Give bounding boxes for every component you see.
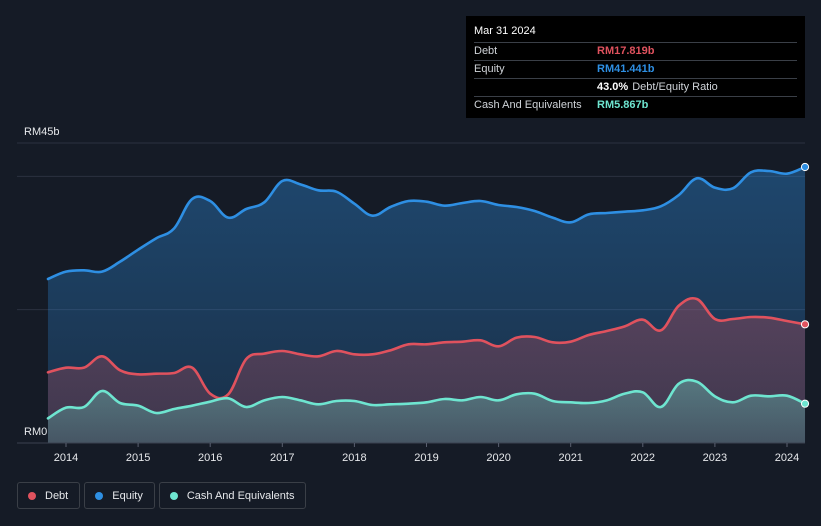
x-tick-label: 2014 xyxy=(54,452,78,464)
x-tick-label: 2018 xyxy=(342,452,366,464)
tooltip-row-ratio: 43.0% Debt/Equity Ratio xyxy=(474,78,797,96)
y-tick-label: RM45b xyxy=(24,126,59,138)
end-markers xyxy=(800,162,810,408)
cash-dot-icon xyxy=(169,491,178,500)
legend-label: Debt xyxy=(45,489,69,502)
x-tick-label: 2024 xyxy=(775,452,799,464)
y-tick-label: RM0 xyxy=(24,426,47,438)
legend-label: Equity xyxy=(112,489,143,502)
equity-dot-icon xyxy=(95,491,104,500)
x-tick-label: 2020 xyxy=(486,452,510,464)
tooltip-value: RM17.819b xyxy=(597,45,655,57)
series-lines xyxy=(46,165,807,420)
x-tick-label: 2016 xyxy=(198,452,222,464)
tooltip-panel: Mar 31 2024 Debt RM17.819b Equity RM41.4… xyxy=(466,16,805,118)
x-tick-label: 2021 xyxy=(558,452,582,464)
tooltip-date: Mar 31 2024 xyxy=(474,25,536,37)
cash-end-marker xyxy=(800,399,810,408)
x-tick-label: 2022 xyxy=(631,452,655,464)
tooltip-row-equity: Equity RM41.441b xyxy=(474,60,797,78)
tooltip-value: 43.0% xyxy=(597,81,629,93)
x-tick-label: 2015 xyxy=(126,452,150,464)
equity-end-marker xyxy=(800,162,810,172)
legend-label: Cash And Equivalents xyxy=(186,489,295,502)
debt-dot-icon xyxy=(28,491,36,500)
legend-item-cash[interactable]: Cash And Equivalents xyxy=(158,482,307,509)
tooltip-label: Debt xyxy=(474,45,498,57)
tooltip-suffix: Debt/Equity Ratio xyxy=(632,81,718,93)
tooltip-value: RM41.441b xyxy=(597,63,655,75)
tooltip-value: RM5.867b xyxy=(597,99,649,111)
x-tick-label: 2019 xyxy=(414,452,438,464)
legend-item-equity[interactable]: Equity xyxy=(84,482,155,509)
x-axis: 2014 2015 2016 2017 2018 2019 2020 2021 2022 2023… xyxy=(17,442,805,464)
cash-line xyxy=(46,378,807,420)
tooltip-label: Cash And Equivalents xyxy=(474,99,582,111)
tooltip-label xyxy=(474,79,597,96)
debt-end-marker xyxy=(800,320,810,329)
x-tick-label: 2017 xyxy=(270,452,294,464)
legend-item-debt[interactable]: Debt xyxy=(17,482,81,509)
legend: Debt Equity Cash And Equivalents xyxy=(17,482,307,509)
equity-line xyxy=(46,165,807,281)
cash-area xyxy=(47,380,806,443)
x-tick-label: 2023 xyxy=(703,452,727,464)
tooltip-row-debt: Debt RM17.819b xyxy=(474,42,797,60)
tooltip-row-cash: Cash And Equivalents RM5.867b xyxy=(474,96,797,114)
tooltip-label: Equity xyxy=(474,63,505,75)
debt-line xyxy=(46,296,807,400)
y-axis: RM45b RM0 xyxy=(24,126,59,438)
